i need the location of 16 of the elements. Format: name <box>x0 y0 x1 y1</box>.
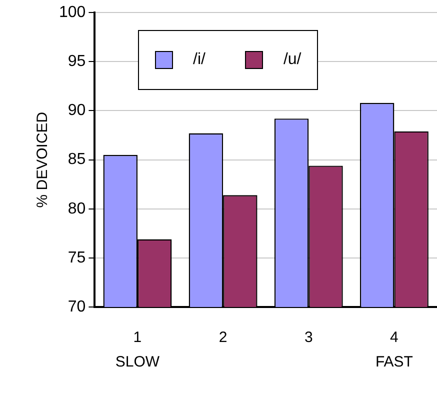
annotation: FAST <box>375 354 413 371</box>
x-tick-label: 2 <box>218 329 228 346</box>
y-tick-label: 100 <box>58 4 86 22</box>
y-tick-label: 75 <box>68 249 86 266</box>
y-tick-label: 85 <box>68 151 86 168</box>
annotation: SLOW <box>115 354 160 371</box>
y-axis-title: % DEVOICED <box>34 112 52 208</box>
x-tick-label: 3 <box>304 329 313 346</box>
y-tick-label: 95 <box>68 53 86 70</box>
y-tick-label: 80 <box>68 200 86 218</box>
y-tick-label: 70 <box>68 298 86 316</box>
legend-label: /i/ <box>193 51 206 69</box>
x-tick-label: 1 <box>133 329 142 346</box>
y-tick-label: 90 <box>68 102 86 120</box>
x-tick-label: 4 <box>390 329 398 346</box>
legend-label: /u/ <box>283 51 302 69</box>
